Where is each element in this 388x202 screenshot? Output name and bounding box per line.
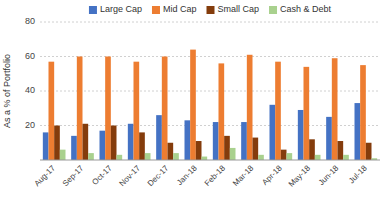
- legend-swatch: [207, 6, 215, 14]
- bar: [360, 65, 366, 160]
- x-tick-label: Jul-18: [347, 163, 369, 185]
- legend-swatch: [152, 6, 160, 14]
- bar: [71, 136, 77, 160]
- x-tick-label: Sep-17: [61, 163, 86, 188]
- legend-label: Large Cap: [100, 4, 142, 14]
- bar: [202, 157, 208, 160]
- bar: [315, 155, 321, 160]
- bar: [190, 50, 196, 160]
- y-tick-label: 20: [25, 120, 35, 130]
- bar: [139, 132, 145, 160]
- bar: [281, 150, 287, 160]
- bar: [128, 124, 134, 160]
- x-axis-line: [40, 160, 380, 161]
- x-tick-label: Apr-18: [260, 163, 284, 187]
- bars: [43, 50, 377, 160]
- x-tick-label: Jan-18: [175, 163, 199, 187]
- bar: [241, 122, 247, 160]
- chart: 20 40 60 80 As a % of Portfolio Aug-17Sep-17O…: [0, 0, 388, 202]
- bar: [117, 155, 123, 160]
- bar: [224, 136, 230, 160]
- legend-swatch: [269, 6, 277, 14]
- bar: [304, 67, 310, 160]
- grid-line: [40, 91, 380, 92]
- x-tick-label: Dec-17: [146, 163, 171, 188]
- y-tick-label: 60: [25, 51, 35, 61]
- bar: [134, 62, 140, 160]
- chart-container: 20 40 60 80 As a % of Portfolio Aug-17Sep-17O…: [0, 0, 388, 202]
- bar: [338, 141, 344, 160]
- bar: [270, 105, 276, 160]
- bar: [258, 155, 264, 160]
- bar: [219, 63, 225, 160]
- bar: [60, 150, 66, 160]
- bar: [111, 126, 117, 161]
- bar: [185, 120, 191, 160]
- y-tick-label: 40: [25, 85, 35, 95]
- legend: Large Cap Mid Cap Small Cap Cash & Debt: [89, 4, 332, 14]
- grid-line: [40, 22, 380, 23]
- bar: [83, 124, 89, 160]
- legend-label: Mid Cap: [163, 4, 197, 14]
- x-tick-label: May-18: [287, 163, 313, 189]
- legend-label: Cash & Debt: [280, 4, 332, 14]
- grid-line: [40, 56, 380, 57]
- bar: [213, 122, 219, 160]
- bar: [355, 103, 361, 160]
- bar: [275, 62, 281, 160]
- bar: [298, 110, 304, 160]
- bar: [43, 132, 49, 160]
- bar: [230, 148, 236, 160]
- y-axis-label: As a % of Portfolio: [2, 54, 12, 128]
- bar: [145, 153, 151, 160]
- legend-label: Small Cap: [218, 4, 260, 14]
- bar: [100, 131, 106, 160]
- bar: [332, 58, 338, 160]
- bar: [253, 138, 259, 160]
- x-tick-label: Nov-17: [117, 163, 142, 188]
- grid: [40, 22, 380, 126]
- x-tick-label: Jun-18: [317, 163, 341, 187]
- bar: [54, 126, 60, 161]
- x-tick-label: Aug-17: [32, 163, 57, 188]
- bar: [326, 117, 332, 160]
- bar: [343, 155, 349, 160]
- bar: [196, 141, 202, 160]
- bar: [366, 143, 372, 160]
- bar: [105, 57, 111, 161]
- bar: [77, 57, 83, 161]
- bar: [168, 143, 174, 160]
- bar: [49, 62, 55, 160]
- bar: [173, 153, 179, 160]
- legend-swatch: [89, 6, 97, 14]
- bar: [309, 139, 315, 160]
- bar: [247, 55, 253, 160]
- bar: [287, 153, 293, 160]
- x-tick-label: Oct-17: [90, 163, 114, 187]
- x-tick-label: Mar-18: [231, 163, 256, 188]
- x-tick-label: Feb-18: [203, 163, 228, 188]
- y-tick-label: 80: [25, 16, 35, 26]
- bar: [156, 115, 162, 160]
- bar: [162, 57, 168, 161]
- bar: [88, 153, 94, 160]
